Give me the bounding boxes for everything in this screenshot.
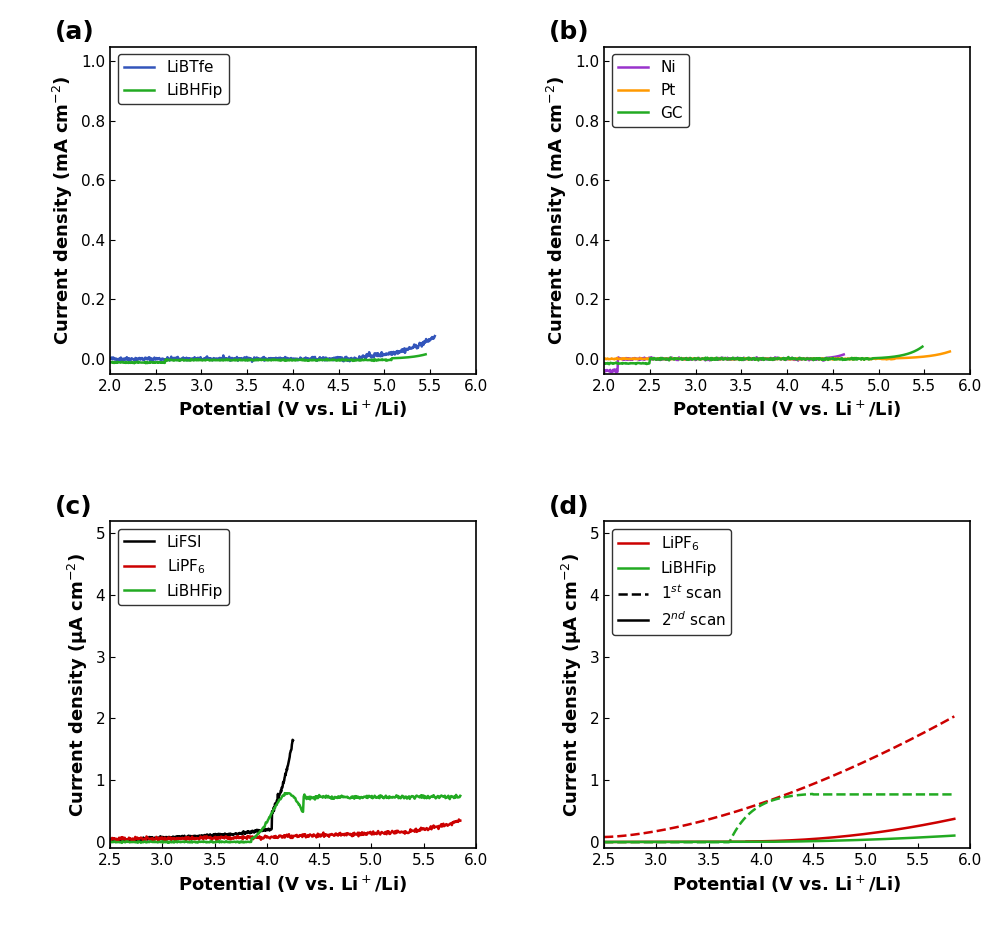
LiBTfe — [161, 351, 173, 363]
Text: (d): (d) — [549, 495, 590, 519]
LiBTfe — [188, 353, 200, 364]
LiBHFip — [116, 837, 128, 848]
Ni — [714, 353, 726, 364]
LiPF$_6$ — [111, 836, 123, 847]
Line: GC: GC — [604, 347, 922, 364]
LiPF$_6$ — [273, 830, 285, 842]
Legend: LiFSI, LiPF$_6$, LiBHFip: LiFSI, LiPF$_6$, LiBHFip — [118, 528, 229, 605]
Ni — [838, 349, 850, 360]
LiBTfe — [251, 352, 263, 363]
X-axis label: Potential (V vs. Li$^+$/Li): Potential (V vs. Li$^+$/Li) — [672, 873, 902, 895]
GC — [598, 358, 610, 369]
Ni — [712, 354, 724, 365]
LiBHFip — [291, 354, 303, 365]
LiBHFip — [279, 788, 291, 799]
LiBHFip — [420, 349, 432, 360]
LiBHFip — [186, 354, 198, 365]
Y-axis label: Current density (μA cm$^{-2}$): Current density (μA cm$^{-2}$) — [560, 553, 584, 816]
LiBTfe — [104, 353, 116, 364]
LiBHFip — [104, 357, 116, 368]
LiBHFip — [454, 790, 466, 802]
LiPF$_6$ — [313, 829, 325, 841]
LiBTfe — [429, 331, 441, 342]
Legend: LiBTfe, LiBHFip: LiBTfe, LiBHFip — [118, 54, 229, 104]
LiFSI — [192, 830, 204, 842]
LiFSI — [213, 829, 225, 841]
X-axis label: Potential (V vs. Li$^+$/Li): Potential (V vs. Li$^+$/Li) — [672, 399, 902, 420]
LiBHFip — [104, 837, 116, 848]
Legend: Ni, Pt, GC: Ni, Pt, GC — [612, 54, 689, 127]
Line: LiFSI: LiFSI — [110, 740, 293, 842]
Pt — [858, 354, 870, 365]
GC — [750, 354, 762, 365]
LiFSI — [133, 836, 145, 847]
Pt — [764, 353, 776, 364]
LiFSI — [287, 734, 299, 746]
X-axis label: Potential (V vs. Li$^+$/Li): Potential (V vs. Li$^+$/Li) — [178, 873, 408, 895]
Line: LiPF$_6$: LiPF$_6$ — [110, 819, 460, 842]
Ni — [728, 354, 740, 365]
GC — [860, 353, 872, 364]
Ni — [610, 366, 622, 377]
Line: Pt: Pt — [604, 351, 950, 360]
Pt — [762, 353, 774, 364]
LiFSI — [104, 835, 116, 846]
LiPF$_6$ — [104, 833, 116, 844]
LiFSI — [283, 755, 295, 766]
Pt — [936, 348, 948, 359]
Legend: LiPF$_6$, LiBHFip, 1$^{st}$ scan, 2$^{nd}$ scan: LiPF$_6$, LiBHFip, 1$^{st}$ scan, 2$^{nd… — [612, 528, 731, 635]
GC — [752, 353, 764, 364]
GC — [771, 353, 783, 364]
Text: (b): (b) — [549, 21, 590, 45]
LiBHFip — [314, 791, 326, 802]
LiBHFip — [128, 358, 140, 369]
GC — [603, 359, 615, 370]
LiBHFip — [295, 802, 307, 814]
LiFSI — [254, 826, 266, 837]
LiBTfe — [246, 356, 258, 367]
Pt — [882, 353, 894, 364]
LiPF$_6$ — [392, 825, 404, 836]
Text: (a): (a) — [55, 21, 95, 45]
Pt — [598, 353, 610, 364]
Ni — [795, 353, 807, 364]
GC — [916, 341, 928, 352]
LiPF$_6$ — [447, 816, 459, 828]
X-axis label: Potential (V vs. Li$^+$/Li): Potential (V vs. Li$^+$/Li) — [178, 399, 408, 420]
GC — [788, 353, 800, 364]
Y-axis label: Current density (μA cm$^{-2}$): Current density (μA cm$^{-2}$) — [66, 553, 90, 816]
LiBHFip — [447, 791, 459, 802]
LiFSI — [287, 734, 299, 746]
Pt — [804, 353, 816, 364]
Line: LiBTfe: LiBTfe — [110, 336, 435, 362]
Pt — [944, 346, 956, 357]
LiBHFip — [342, 354, 354, 365]
LiBTfe — [321, 354, 333, 365]
Ni — [598, 364, 610, 376]
LiBHFip — [273, 794, 285, 805]
Y-axis label: Current density (mA cm$^{-2}$): Current density (mA cm$^{-2}$) — [51, 75, 75, 345]
LiBTfe — [349, 354, 361, 365]
Line: Ni: Ni — [604, 354, 844, 372]
LiBHFip — [393, 792, 405, 803]
Text: (c): (c) — [55, 495, 93, 519]
LiPF$_6$ — [271, 831, 283, 843]
LiBTfe — [296, 353, 308, 364]
Ni — [832, 350, 844, 362]
Y-axis label: Current density (mA cm$^{-2}$): Current density (mA cm$^{-2}$) — [545, 75, 569, 345]
LiFSI — [203, 830, 215, 842]
LiBHFip — [315, 354, 327, 365]
LiPF$_6$ — [454, 816, 466, 827]
Ni — [741, 353, 753, 364]
Line: LiBHFip: LiBHFip — [110, 354, 426, 363]
LiBHFip — [247, 355, 259, 366]
Pt — [785, 353, 797, 364]
LiBHFip — [271, 798, 283, 809]
LiBHFip — [160, 354, 172, 365]
LiPF$_6$ — [453, 814, 465, 825]
Line: LiBHFip: LiBHFip — [110, 793, 460, 843]
LiPF$_6$ — [294, 829, 306, 841]
GC — [909, 345, 921, 356]
LiFSI — [191, 832, 203, 843]
